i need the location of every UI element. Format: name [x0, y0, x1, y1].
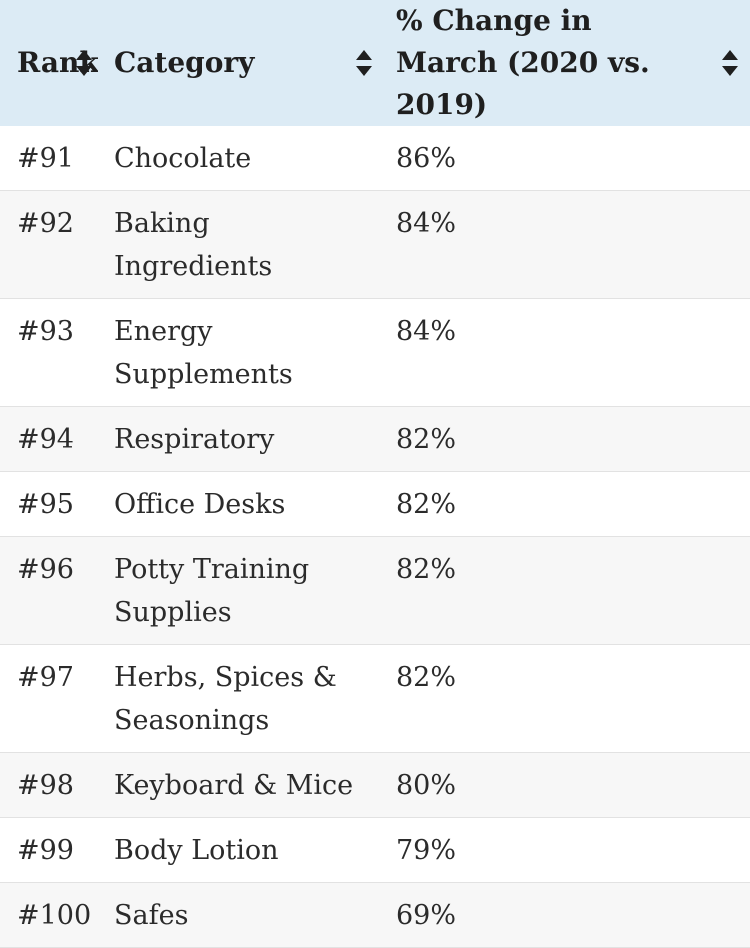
rank-cell: #96 [0, 536, 98, 645]
pct-change-cell: 84% [380, 190, 750, 299]
rank-cell: #100 [0, 882, 98, 948]
pct-change-cell: 80% [380, 752, 750, 818]
pct-change-cell: 82% [380, 644, 750, 753]
pct-change-cell: 82% [380, 471, 750, 537]
rank-cell: #92 [0, 190, 98, 299]
table-row: #95 Office Desks 82% [0, 471, 750, 537]
category-cell: Chocolate [98, 126, 380, 191]
pct-change-cell: 69% [380, 882, 750, 948]
table-row: #99 Body Lotion 79% [0, 817, 750, 883]
pct-change-cell: 84% [380, 298, 750, 407]
rank-cell: #98 [0, 752, 98, 818]
rank-cell: #97 [0, 644, 98, 753]
category-cell: Body Lotion [98, 817, 380, 883]
table-row: #97 Herbs, Spices & Seasonings 82% [0, 644, 750, 753]
category-cell: Baking Ingredients [98, 190, 380, 299]
pct-change-cell: 82% [380, 406, 750, 472]
category-cell: Keyboard & Mice [98, 752, 380, 818]
table-header: Rank Category % Change in March (2020 vs… [0, 0, 750, 126]
category-cell: Safes [98, 882, 380, 948]
pct-change-cell: 86% [380, 126, 750, 191]
category-cell: Potty Training Supplies [98, 536, 380, 645]
sort-icon[interactable] [76, 50, 92, 76]
category-cell: Office Desks [98, 471, 380, 537]
pct-change-column-header[interactable]: % Change in March (2020 vs. 2019) [380, 0, 750, 126]
sort-icon[interactable] [722, 50, 738, 76]
rank-column-header[interactable]: Rank [0, 0, 99, 126]
table-row: #96 Potty Training Supplies 82% [0, 536, 750, 645]
table-row: #93 Energy Supplements 84% [0, 298, 750, 407]
table-row: #92 Baking Ingredients 84% [0, 190, 750, 299]
sort-icon[interactable] [356, 50, 372, 76]
table-row: #98 Keyboard & Mice 80% [0, 752, 750, 818]
category-cell: Energy Supplements [98, 298, 380, 407]
rank-cell: #95 [0, 471, 98, 537]
table-row: #100 Safes 69% [0, 882, 750, 948]
pct-change-cell: 82% [380, 536, 750, 645]
category-cell: Herbs, Spices & Seasonings [98, 644, 380, 753]
category-cell: Respiratory [98, 406, 380, 472]
header-row: Rank Category % Change in March (2020 vs… [0, 0, 750, 126]
rank-cell: #94 [0, 406, 98, 472]
rank-cell: #91 [0, 126, 98, 191]
rank-cell: #93 [0, 298, 98, 407]
rank-cell: #99 [0, 817, 98, 883]
table-row: #94 Respiratory 82% [0, 406, 750, 472]
category-column-header[interactable]: Category [98, 0, 380, 126]
category-header-label: Category [114, 46, 255, 79]
pct-change-cell: 79% [380, 817, 750, 883]
table-row: #91 Chocolate 86% [0, 126, 750, 191]
table-body: #91 Chocolate 86% #92 Baking Ingredients 84% #… [0, 126, 750, 948]
pct-change-header-label: % Change in March (2020 vs. 2019) [396, 4, 650, 121]
